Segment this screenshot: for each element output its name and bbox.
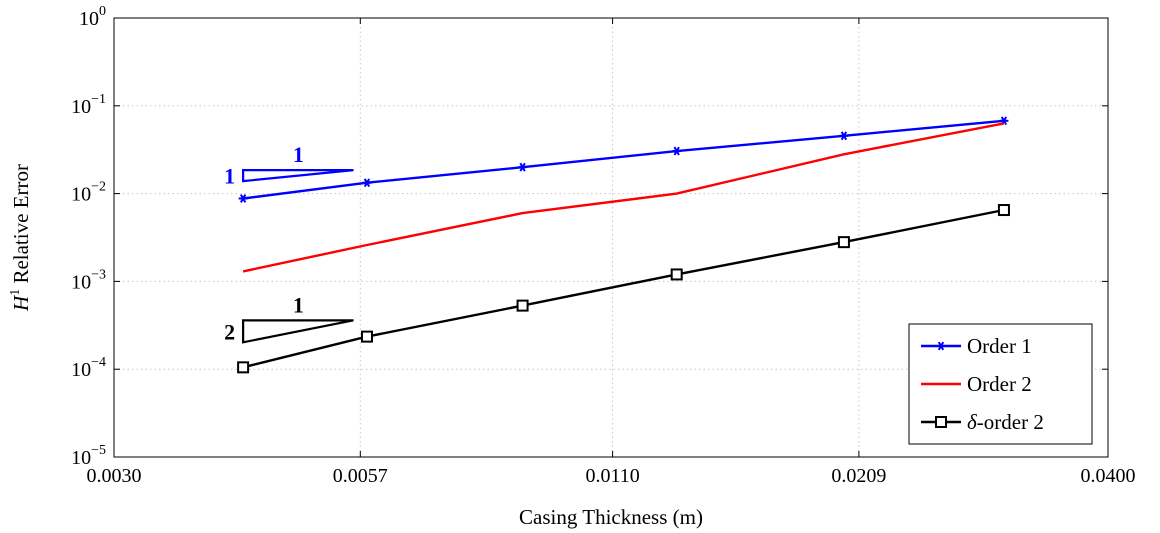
data-point-asterisk [936, 341, 946, 351]
y-axis-title-symbol: H [9, 294, 33, 312]
legend-label: Order 1 [967, 334, 1032, 358]
x-tick-label: 0.0209 [831, 465, 886, 487]
data-point-asterisk-core [938, 343, 944, 349]
data-point-asterisk [518, 162, 528, 172]
x-tick-label: 0.0110 [585, 465, 639, 487]
data-point-square [360, 330, 373, 343]
y-tick-label-exponent: −5 [91, 443, 106, 458]
series-lines [237, 116, 1010, 374]
legend-label-rest: -order 2 [977, 410, 1044, 434]
data-point-asterisk [362, 178, 372, 188]
data-point-asterisk-core [240, 196, 246, 201]
y-tick-label: 10−5 [71, 443, 106, 469]
y-tick-label: 10−1 [71, 92, 106, 118]
legend: Order 1 Order 2 δ-order 2 [908, 323, 1093, 445]
axis-ticks: 0.0030 0.0057 0.0110 0.0209 0.040010010−110−… [71, 4, 1135, 487]
y-axis-title-text: Relative Error [9, 164, 33, 289]
slope-triangle: 12 [224, 292, 354, 344]
series--order-2 [237, 204, 1010, 374]
slope-triangle: 11 [224, 142, 354, 189]
series-order-2 [242, 122, 1005, 273]
data-point-square [670, 268, 683, 281]
legend-entry: δ-order 2 [921, 410, 1044, 434]
y-tick-label-exponent: −1 [91, 92, 106, 107]
y-tick-label: 10−4 [71, 355, 106, 381]
series-order-1 [238, 116, 1009, 203]
data-point-asterisk-core [364, 180, 370, 185]
y-tick-label-exponent: −3 [91, 267, 106, 282]
series-line [242, 208, 1005, 369]
data-point-square [516, 299, 529, 312]
y-tick-label-base: 10 [71, 271, 91, 293]
y-axis-title: H1 Relative Error [8, 164, 33, 312]
data-point-asterisk [839, 131, 849, 141]
slope-triangle-outline [242, 169, 354, 183]
y-tick-label-base: 10 [71, 447, 91, 469]
plot-frame [113, 17, 1109, 458]
legend-label: δ-order 2 [967, 410, 1044, 434]
slope-rise-label: 2 [224, 319, 235, 344]
x-tick-label: 0.0030 [87, 465, 142, 487]
data-point-square [237, 361, 250, 374]
series-line [242, 119, 1005, 200]
slope-rise-label: 1 [224, 164, 235, 189]
y-tick-label-base: 10 [71, 359, 91, 381]
legend-entry: Order 2 [921, 372, 1032, 396]
y-tick-label-exponent: 0 [99, 4, 106, 19]
y-tick-label-base: 10 [79, 8, 99, 30]
data-point-square [837, 236, 850, 249]
data-point-asterisk-core [520, 164, 525, 170]
series-line [242, 122, 1005, 273]
y-tick-label: 100 [79, 4, 106, 30]
slope-run-label: 1 [293, 142, 304, 167]
legend-label-delta: δ [967, 410, 978, 434]
y-tick-label-exponent: −4 [91, 355, 106, 370]
y-tick-label: 10−2 [71, 180, 106, 206]
slope-triangle-outline [242, 319, 354, 344]
y-tick-label: 10−3 [71, 267, 106, 293]
data-point-square [935, 416, 947, 428]
data-point-asterisk-core [1001, 118, 1007, 123]
data-point-asterisk [672, 146, 682, 156]
data-point-asterisk-core [841, 133, 847, 139]
x-axis-title: Casing Thickness (m) [519, 505, 703, 529]
legend-label: Order 2 [967, 372, 1032, 396]
data-point-asterisk-core [674, 148, 679, 154]
data-point-square [997, 204, 1010, 217]
x-tick-label: 0.0400 [1081, 465, 1136, 487]
y-tick-label-exponent: −2 [91, 180, 106, 195]
y-axis-title-superscript: 1 [8, 289, 23, 296]
y-tick-label-base: 10 [71, 184, 91, 206]
y-tick-label-base: 10 [71, 96, 91, 118]
legend-entry: Order 1 [921, 334, 1032, 358]
data-point-asterisk [238, 194, 248, 203]
x-tick-label: 0.0057 [333, 465, 388, 487]
slope-run-label: 1 [293, 292, 304, 317]
